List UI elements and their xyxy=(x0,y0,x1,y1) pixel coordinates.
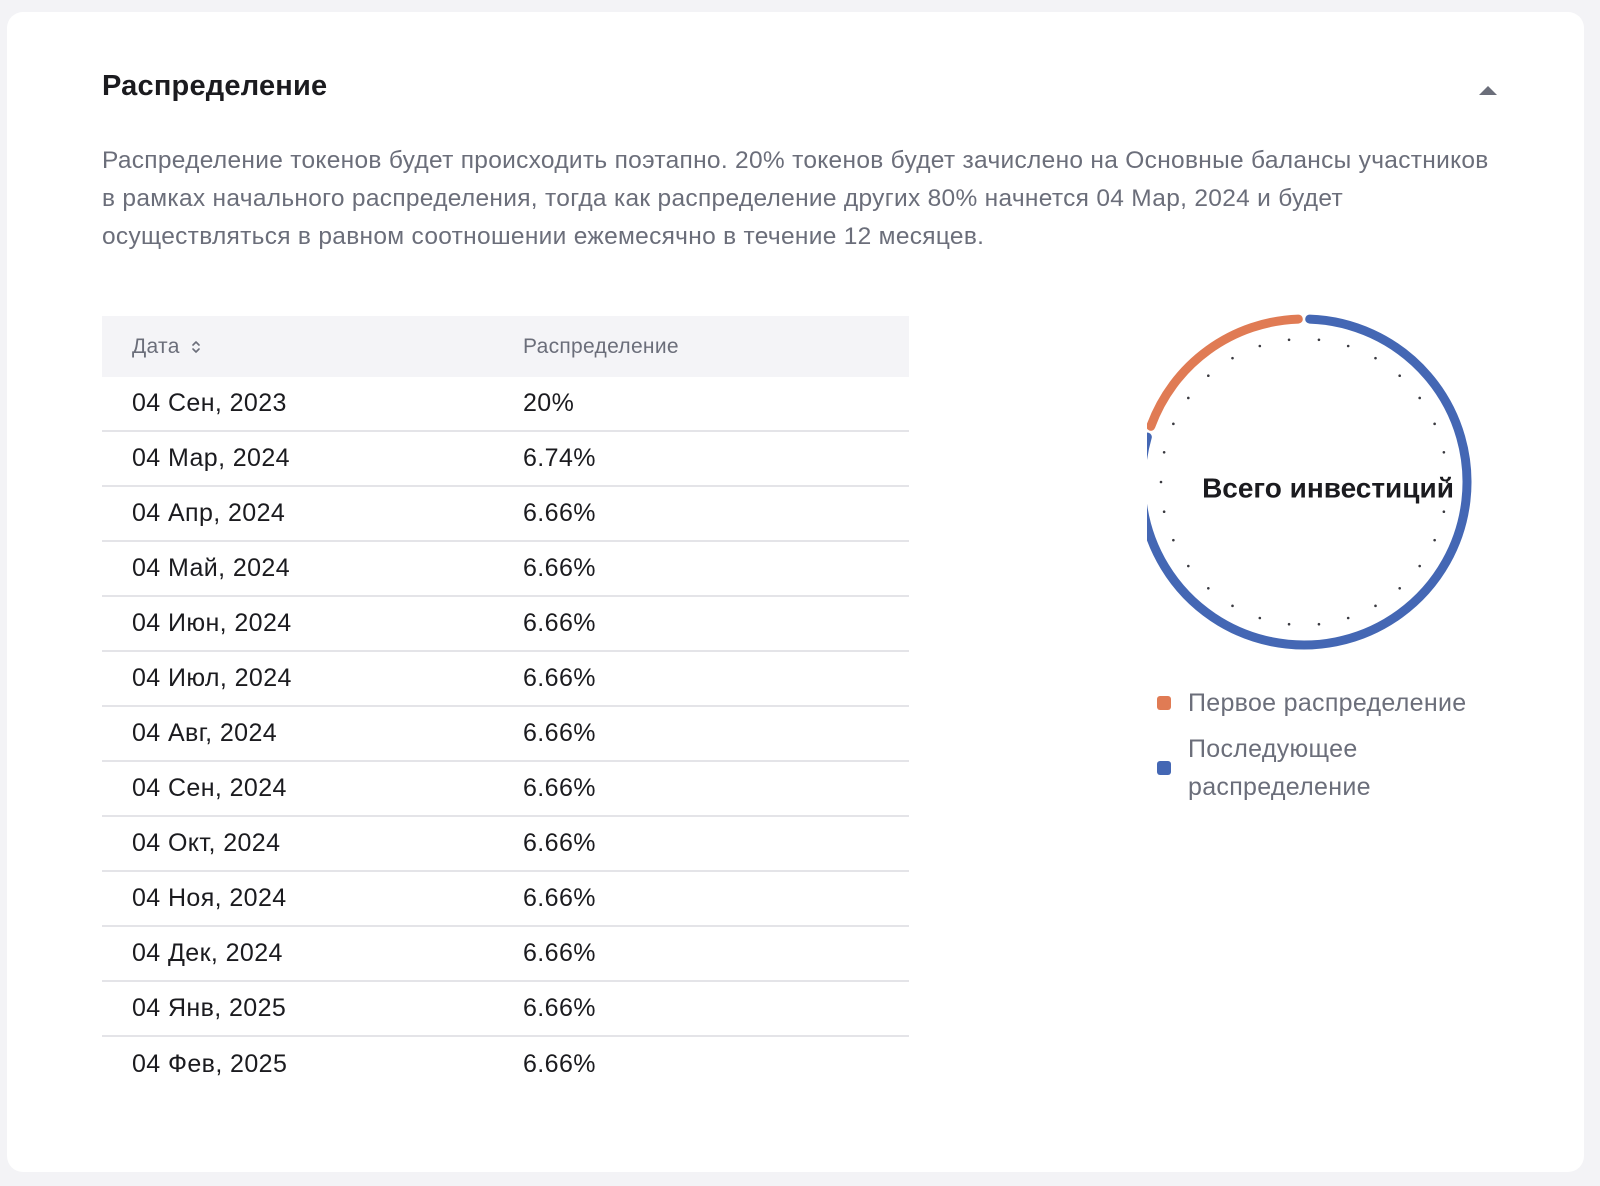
slice-subsequent-distribution xyxy=(1136,314,1472,650)
date-column-header[interactable]: Дата xyxy=(102,335,523,359)
section-description: Распределение токенов будет происходить … xyxy=(102,147,1489,250)
donut-dot xyxy=(1418,564,1421,568)
table-row: 04 Май, 2024 6.66% xyxy=(102,542,909,597)
donut-dot xyxy=(1346,616,1350,620)
donut-center-title: Всего инвестиций xyxy=(1202,472,1454,503)
investment-donut-chart: Всего инвестиций xyxy=(1136,312,1507,672)
sort-arrows-icon[interactable] xyxy=(190,338,202,356)
donut-dot xyxy=(1172,538,1175,542)
row-date: 04 Май, 2024 xyxy=(132,554,291,582)
table-row: 04 Сен, 2023 20% xyxy=(102,377,909,432)
donut-dot xyxy=(1287,338,1291,342)
donut-svg: Всего инвестиций xyxy=(1136,314,1472,650)
legend-swatch-first xyxy=(1157,696,1171,710)
row-distribution-value: 6.66% xyxy=(523,829,596,857)
table-row: 04 Дек, 2024 6.66% xyxy=(102,927,909,982)
donut-dot xyxy=(1207,586,1210,590)
donut-dot xyxy=(1287,622,1291,626)
table-row: 04 Сен, 2024 6.66% xyxy=(102,762,909,817)
row-distribution-value: 6.66% xyxy=(523,994,596,1022)
donut-dot xyxy=(1442,450,1446,454)
row-distribution-value: 6.66% xyxy=(523,884,596,912)
legend-swatch-subsequent xyxy=(1157,761,1171,775)
row-date: 04 Окт, 2024 xyxy=(132,829,281,857)
donut-dot xyxy=(1433,422,1436,426)
donut-dot xyxy=(1187,396,1190,400)
row-distribution-value: 6.66% xyxy=(523,719,596,747)
row-date: 04 Апр, 2024 xyxy=(132,499,286,527)
row-date: 04 Дек, 2024 xyxy=(132,939,283,967)
distribution-table: Дата Распределение 04 Сен, 2023 20% 04 Мар… xyxy=(102,316,909,1092)
row-date: 04 Янв, 2025 xyxy=(132,994,287,1022)
row-distribution-value: 6.66% xyxy=(523,774,596,802)
table-row: 04 Июн, 2024 6.66% xyxy=(102,597,909,652)
donut-dot xyxy=(1172,422,1175,426)
table-row: 04 Авг, 2024 6.66% xyxy=(102,707,909,762)
donut-dot xyxy=(1258,344,1262,348)
row-date: 04 Ноя, 2024 xyxy=(132,884,287,912)
row-distribution-value: 6.66% xyxy=(523,939,596,967)
donut-dot xyxy=(1317,622,1321,626)
table-row: 04 Окт, 2024 6.66% xyxy=(102,817,909,872)
donut-dot xyxy=(1162,450,1166,454)
row-distribution-value: 6.66% xyxy=(523,554,596,582)
collapse-button[interactable] xyxy=(1473,78,1503,102)
donut-dot xyxy=(1445,480,1449,484)
row-date: 04 Авг, 2024 xyxy=(132,719,278,747)
distribution-column-header: Распределение xyxy=(523,334,679,358)
donut-dot xyxy=(1374,604,1377,608)
donut-dot xyxy=(1258,616,1262,620)
table-row: 04 Фев, 2025 6.66% xyxy=(102,1037,909,1092)
row-distribution-value: 6.66% xyxy=(523,1050,596,1078)
donut-dot xyxy=(1159,480,1163,484)
table-row: 04 Мар, 2024 6.74% xyxy=(102,432,909,487)
date-header-label: Дата xyxy=(132,334,180,358)
row-distribution-value: 20% xyxy=(523,389,575,417)
table-body: 04 Сен, 2023 20% 04 Мар, 2024 6.74% 04 Апр, … xyxy=(102,377,909,1092)
row-date: 04 Сен, 2024 xyxy=(132,774,287,802)
row-date: 04 Сен, 2023 xyxy=(132,389,287,417)
legend-label-subsequent: Последующее распределение xyxy=(1188,735,1371,801)
row-distribution-value: 6.66% xyxy=(523,609,596,637)
caret-up-icon xyxy=(1479,86,1497,95)
table-row: 04 Апр, 2024 6.66% xyxy=(102,487,909,542)
legend-label-first: Первое распределение xyxy=(1188,689,1467,717)
row-date: 04 Июн, 2024 xyxy=(132,609,292,637)
donut-dot xyxy=(1231,604,1234,608)
row-distribution-value: 6.66% xyxy=(523,664,596,692)
donut-dot xyxy=(1207,374,1210,378)
donut-dot xyxy=(1346,344,1350,348)
row-date: 04 Фев, 2025 xyxy=(132,1050,288,1078)
row-distribution-value: 6.74% xyxy=(523,444,596,472)
donut-dot xyxy=(1433,538,1436,542)
legend-item-subsequent: Последующее распределение xyxy=(1157,730,1517,806)
row-date: 04 Июл, 2024 xyxy=(132,664,292,692)
section-title: Распределение xyxy=(102,70,328,102)
donut-dot xyxy=(1317,338,1321,342)
donut-dot xyxy=(1374,356,1377,360)
donut-dot xyxy=(1187,564,1190,568)
donut-dot xyxy=(1442,510,1446,514)
table-row: 04 Ноя, 2024 6.66% xyxy=(102,872,909,927)
distribution-card: Распределение Распределение токенов буде… xyxy=(7,12,1584,1172)
slice-first-distribution xyxy=(1146,314,1303,431)
donut-dot xyxy=(1162,510,1166,514)
row-distribution-value: 6.66% xyxy=(523,499,596,527)
donut-dot xyxy=(1398,374,1401,378)
donut-dot xyxy=(1398,586,1401,590)
row-date: 04 Мар, 2024 xyxy=(132,444,290,472)
donut-dot xyxy=(1231,356,1234,360)
table-row: 04 Янв, 2025 6.66% xyxy=(102,982,909,1037)
chart-legend: Первое распределение Последующее распред… xyxy=(1157,684,1517,814)
table-row: 04 Июл, 2024 6.66% xyxy=(102,652,909,707)
legend-item-first: Первое распределение xyxy=(1157,684,1517,722)
table-header: Дата Распределение xyxy=(102,316,909,377)
donut-dot xyxy=(1418,396,1421,400)
